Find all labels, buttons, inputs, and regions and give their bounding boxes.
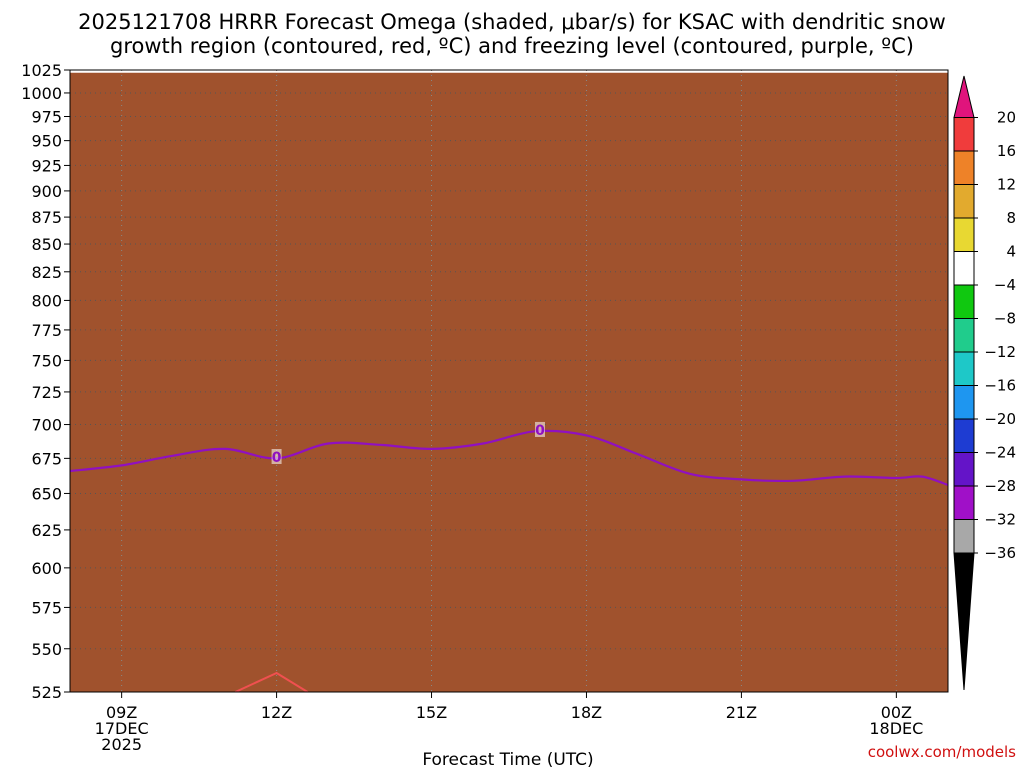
y-tick-label: 900 [31,182,62,201]
x-tick-label: 18Z [571,703,602,722]
terrain-layer [70,72,948,692]
contour-layer: 00 [70,421,948,692]
colorbar-label: 8 [1006,209,1016,227]
colorbar-label: −8 [994,310,1016,328]
y-tick-label: 750 [31,351,62,370]
colorbar-label: 20 [997,109,1016,127]
colorbar-bin [953,117,975,152]
chart-title-line-2: growth region (contoured, red, ºC) and f… [110,34,914,58]
colorbar-label: −32 [984,511,1016,529]
colorbar-bin [953,251,975,286]
colorbar-label: 12 [997,176,1016,194]
freezing-level-label-bg [271,449,282,465]
colorbar-label: −20 [984,410,1016,428]
y-tick-label: 950 [31,132,62,151]
colorbar-bin [953,318,975,353]
y-tick-label: 675 [31,449,62,468]
x-tick-label: 15Z [416,703,447,722]
y-axis-ticks: 525 550 575 600 625 650 675 700 725 750 775 800 825 8… [21,61,70,702]
colorbar-label: −12 [984,343,1016,361]
colorbar-bottom-arrow [953,552,975,691]
freezing-level-label: 0 [535,423,545,439]
y-tick-label: 600 [31,559,62,578]
terrain-strip [70,72,948,692]
colorbar-bin [953,217,975,252]
y-tick-label: 525 [31,683,62,702]
x-tick-label: 17DEC [95,719,149,738]
chart-title-line-1: 2025121708 HRRR Forecast Omega (shaded, … [78,10,946,34]
y-tick-label: 1025 [21,61,62,80]
colorbar-label: 4 [1006,243,1016,261]
plot-frame [69,69,949,693]
colorbar-label: −4 [994,276,1016,294]
dendritic-growth-contour [234,671,309,692]
colorbar-label: −16 [984,377,1016,395]
y-tick-label: 775 [31,321,62,340]
colorbar-top-arrow [953,75,975,118]
y-tick-label: 575 [31,598,62,617]
colorbar-bin [953,452,975,487]
freezing-level-label-bg [534,421,545,437]
y-tick-label: 875 [31,208,62,227]
colorbar: 20 16 12 8 4 −4 −8 −12 −16 −20 −24 −28 −32 −36 [953,75,1016,691]
colorbar-label: −28 [984,477,1016,495]
freezing-level-label: 0 [272,450,282,466]
credit-text: coolwx.com/models [868,743,1016,761]
colorbar-bin [953,519,975,554]
colorbar-bin [953,418,975,453]
y-tick-label: 975 [31,107,62,126]
colorbar-label: −24 [984,444,1016,462]
x-tick-label: 00Z [881,703,912,722]
y-tick-label: 700 [31,416,62,435]
x-tick-label: 12Z [261,703,292,722]
x-tick-label: 2025 [101,735,142,754]
colorbar-bin [953,284,975,319]
x-tick-label: 09Z [106,703,137,722]
y-tick-label: 1000 [21,84,62,103]
x-axis-label: Forecast Time (UTC) [422,750,593,768]
y-tick-label: 725 [31,383,62,402]
y-tick-label: 800 [31,291,62,310]
grid-lines [70,70,948,692]
colorbar-bin [953,150,975,185]
colorbar-label: −36 [984,544,1016,562]
y-tick-label: 850 [31,235,62,254]
freezing-level-contour [70,429,948,487]
x-tick-label: 18DEC [869,719,923,738]
colorbar-label: 16 [997,142,1016,160]
x-tick-label: 21Z [726,703,757,722]
y-tick-label: 550 [31,640,62,659]
y-tick-label: 625 [31,521,62,540]
y-tick-label: 925 [31,156,62,175]
colorbar-bin [953,385,975,420]
colorbar-bin [953,184,975,219]
y-tick-label: 650 [31,484,62,503]
colorbar-bin [953,351,975,386]
y-tick-label: 825 [31,263,62,282]
colorbar-bin [953,485,975,520]
